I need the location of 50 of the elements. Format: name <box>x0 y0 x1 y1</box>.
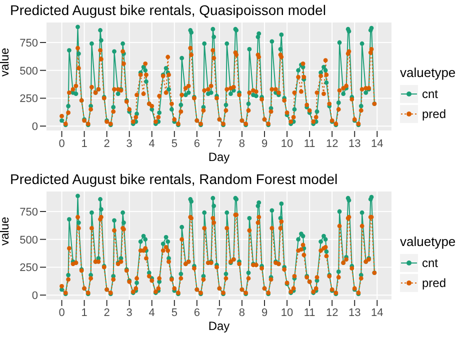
x-tick-label: 1 <box>81 138 88 150</box>
y-axis-title: value <box>0 216 12 246</box>
x-tick-label: 4 <box>148 138 155 150</box>
y-tick-label: 750 <box>20 37 38 50</box>
x-tick-label: 4 <box>148 306 155 319</box>
y-axis-title: value <box>0 47 12 76</box>
legend-label: cnt <box>422 87 438 101</box>
x-tick-label: 0 <box>58 138 65 150</box>
x-tick-label: 3 <box>126 306 132 319</box>
x-tick-label: 13 <box>348 138 361 150</box>
x-tick-label: 14 <box>371 138 384 150</box>
x-tick-label: 3 <box>126 138 132 150</box>
x-tick-label: 11 <box>304 138 316 150</box>
legend-label: pred <box>422 276 446 290</box>
x-axis-title: Day <box>208 319 230 333</box>
x-tick-label: 6 <box>194 138 200 150</box>
legend-title: valuetype <box>400 65 457 80</box>
x-tick-label: 10 <box>280 138 294 150</box>
y-tick-label: 250 <box>20 262 38 274</box>
legend-label: cnt <box>422 256 438 270</box>
y-tick-label: 750 <box>20 206 38 218</box>
x-tick-label: 9 <box>261 306 268 319</box>
x-tick-label: 5 <box>171 138 178 150</box>
x-tick-label: 11 <box>304 306 316 319</box>
x-tick-label: 5 <box>171 306 178 319</box>
y-tick-label: 0 <box>32 121 38 133</box>
x-tick-label: 12 <box>326 306 338 319</box>
chart-title: Predicted August bike rentals, Random Forest model <box>9 170 339 189</box>
y-tick-label: 500 <box>20 234 38 246</box>
x-tick-label: 10 <box>280 306 294 319</box>
x-tick-label: 9 <box>261 138 268 150</box>
chart-title: Predicted August bike rentals, Quasipoisson model <box>9 1 327 20</box>
x-tick-label: 13 <box>348 306 361 319</box>
x-tick-label: 1 <box>81 306 88 319</box>
x-tick-label: 7 <box>216 306 223 319</box>
x-tick-label: 2 <box>104 306 110 319</box>
x-tick-label: 14 <box>371 306 384 319</box>
x-axis-title: Day <box>208 150 230 164</box>
x-tick-label: 8 <box>238 138 246 150</box>
x-tick-label: 6 <box>194 306 200 319</box>
y-tick-label: 250 <box>20 93 38 106</box>
x-tick-label: 0 <box>58 306 65 319</box>
legend-title: valuetype <box>400 234 457 249</box>
legend-label: pred <box>422 107 446 121</box>
x-tick-label: 8 <box>238 306 246 319</box>
y-tick-label: 500 <box>20 65 38 78</box>
x-tick-label: 12 <box>326 138 338 150</box>
x-tick-label: 2 <box>104 138 110 150</box>
x-tick-label: 7 <box>216 138 223 150</box>
y-tick-label: 0 <box>32 290 38 302</box>
